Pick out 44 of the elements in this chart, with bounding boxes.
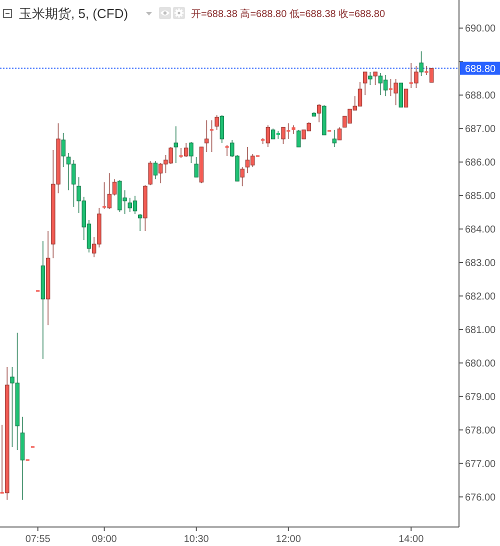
y-tick-label: 679.00 (465, 392, 496, 403)
y-tick-label: 690.00 (465, 24, 496, 35)
candlestick (138, 213, 142, 232)
text: 玉米期货, 5, (CFD) (19, 6, 128, 21)
y-tick-label: 687.00 (465, 124, 496, 136)
candlestick (174, 126, 178, 164)
x-tick-label: 07:55 (25, 534, 51, 545)
candlestick (332, 129, 337, 148)
x-tick-label: 09:00 (92, 534, 118, 545)
candlestick (337, 126, 342, 140)
y-tick-label: 681.00 (465, 324, 496, 336)
y-tick-label: 676.00 (465, 492, 496, 504)
candlestick (189, 141, 194, 164)
candlestick (316, 104, 322, 123)
candlestick (368, 71, 372, 86)
x-tick-label: 14:00 (398, 534, 424, 545)
y-tick-label: 688.00 (465, 90, 496, 102)
x-tick-label: 10:30 (184, 534, 210, 545)
y-tick-label: 677.00 (465, 458, 496, 470)
y-tick-label: 685.00 (465, 191, 496, 202)
y-tick-label: 686.00 (465, 158, 496, 169)
candlestick (204, 120, 209, 153)
candlestick (220, 114, 224, 144)
candlestick (61, 132, 66, 168)
candlestick (240, 166, 244, 187)
candlestick (225, 144, 229, 157)
candlestick (153, 160, 158, 180)
y-tick-label: 684.00 (465, 224, 496, 236)
candlestick (296, 129, 301, 148)
candlestick (210, 120, 214, 153)
y-tick-label: 683.00 (465, 258, 496, 269)
text: 开=688.38 高=688.80 低=688.38 收=688.80 (191, 8, 386, 20)
candlestick (194, 156, 198, 178)
candlestick (419, 50, 424, 77)
y-tick-label: 682.00 (465, 291, 496, 302)
candlestick (404, 88, 408, 108)
y-tick-label: 678.00 (465, 425, 496, 436)
x-tick-label: 12:00 (276, 534, 302, 545)
y-tick-label: 680.00 (465, 358, 496, 370)
candlestick (363, 71, 368, 96)
candlestick (148, 160, 152, 186)
candlestick (214, 114, 219, 130)
candlestick (373, 71, 378, 86)
ref-line-label: 688.80 (465, 64, 496, 75)
